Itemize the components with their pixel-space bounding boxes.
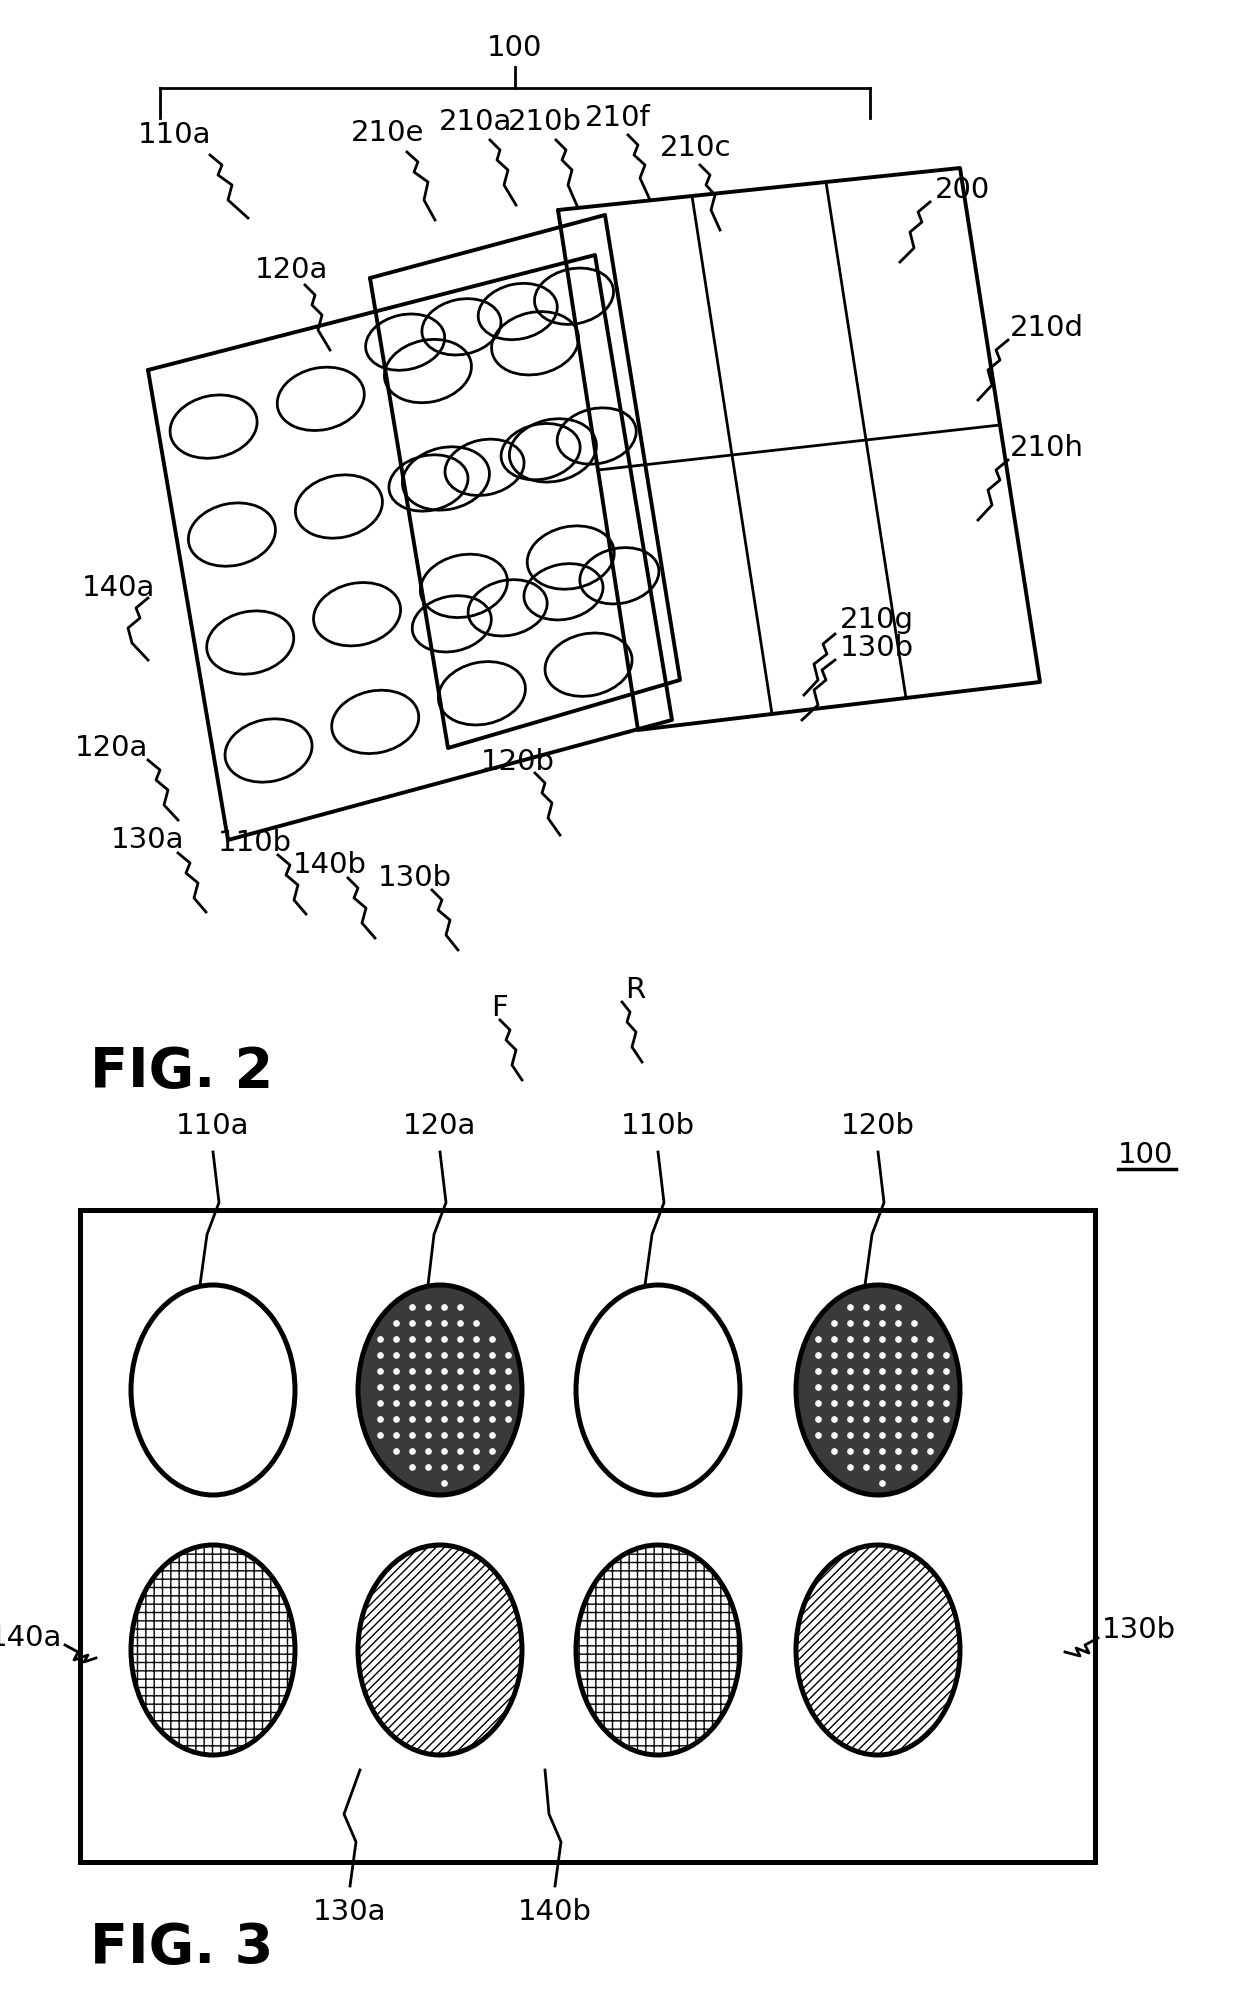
Bar <box>81 1209 1095 1862</box>
Text: 130a: 130a <box>314 1898 387 1925</box>
Text: 130b: 130b <box>839 634 914 662</box>
Ellipse shape <box>577 1545 740 1754</box>
Text: FIG. 3: FIG. 3 <box>91 1921 274 1975</box>
Text: 140b: 140b <box>518 1898 591 1925</box>
Text: 130b: 130b <box>1102 1615 1176 1645</box>
Ellipse shape <box>131 1285 295 1496</box>
Text: 100: 100 <box>1118 1142 1173 1170</box>
Ellipse shape <box>577 1285 740 1496</box>
Text: 210a: 210a <box>439 107 512 135</box>
Text: 110a: 110a <box>176 1112 249 1140</box>
Text: 140a: 140a <box>0 1623 62 1653</box>
Text: 210c: 210c <box>660 133 732 161</box>
Text: 110b: 110b <box>621 1112 696 1140</box>
Text: 210h: 210h <box>1011 434 1084 461</box>
Text: 210b: 210b <box>508 107 582 135</box>
Ellipse shape <box>131 1545 295 1754</box>
Text: 120a: 120a <box>403 1112 476 1140</box>
Text: 210e: 210e <box>351 119 424 147</box>
Ellipse shape <box>796 1285 960 1496</box>
Text: 110a: 110a <box>138 121 212 149</box>
Text: 210d: 210d <box>1011 314 1084 342</box>
Text: 130a: 130a <box>112 825 185 853</box>
Text: 200: 200 <box>935 175 991 205</box>
Ellipse shape <box>358 1285 522 1496</box>
Text: 210f: 210f <box>585 103 651 131</box>
Ellipse shape <box>358 1545 522 1754</box>
Text: 120b: 120b <box>841 1112 915 1140</box>
Text: 140a: 140a <box>82 575 155 603</box>
Text: R: R <box>625 977 645 1004</box>
Ellipse shape <box>796 1545 960 1754</box>
Text: 120a: 120a <box>255 257 329 284</box>
Text: 120b: 120b <box>481 748 556 776</box>
Text: 130b: 130b <box>378 863 453 891</box>
Text: 210g: 210g <box>839 607 914 634</box>
Text: F: F <box>491 994 508 1022</box>
Text: FIG. 2: FIG. 2 <box>91 1044 274 1100</box>
Text: 110b: 110b <box>218 829 293 857</box>
Text: 120a: 120a <box>76 734 149 762</box>
Text: 100: 100 <box>487 34 543 62</box>
Text: 140b: 140b <box>293 851 367 879</box>
